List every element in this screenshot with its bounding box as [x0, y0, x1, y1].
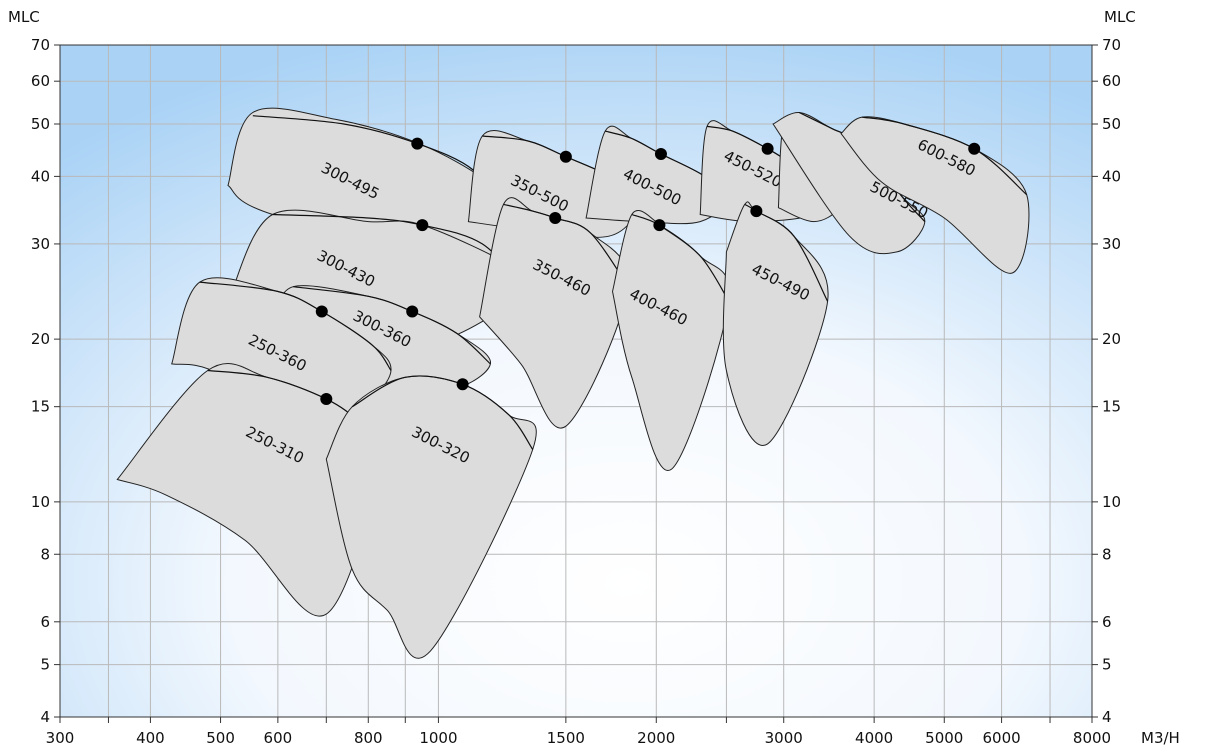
performance-curve [744, 203, 829, 302]
x-tick-label: 5000 [925, 729, 963, 747]
y-tick-label-left: 4 [40, 708, 50, 726]
y-tick-label-left: 70 [31, 36, 50, 54]
best-efficiency-point [406, 305, 419, 318]
best-efficiency-point [654, 148, 667, 161]
pump-model-250-310: 250-310 [116, 363, 386, 617]
x-tick-label: 1500 [547, 729, 585, 747]
y-tick-label-right: 40 [1102, 167, 1121, 185]
x-tick-label: 1000 [419, 729, 457, 747]
performance-curve [862, 116, 1028, 196]
x-tick-label: 4000 [855, 729, 893, 747]
y-tick-label-left: 10 [31, 493, 50, 511]
operating-region [840, 116, 1030, 274]
best-efficiency-point [761, 142, 774, 155]
best-efficiency-point [549, 212, 562, 225]
x-tick-label: 300 [46, 729, 75, 747]
y-tick-label-right: 5 [1102, 656, 1112, 674]
best-efficiency-point [315, 305, 328, 318]
y-tick-label-right: 15 [1102, 398, 1121, 416]
y-tick-label-right: 60 [1102, 72, 1121, 90]
y-tick-label-left: 40 [31, 167, 50, 185]
pump-model-400-460: 400-460 [611, 209, 731, 472]
x-tick-label: 600 [264, 729, 293, 747]
performance-curve [631, 213, 730, 302]
best-efficiency-point [559, 150, 572, 163]
axes: 300 400 500 600 800 1000 1500 2000 3000 4000 5000 6… [31, 36, 1121, 747]
x-tick-label: 2000 [637, 729, 675, 747]
y-axis-label-right: MLC [1104, 8, 1136, 26]
pump-model-300-320: 300-320 [325, 375, 537, 659]
y-tick-label-left: 30 [31, 235, 50, 253]
x-tick-label: 3000 [765, 729, 803, 747]
y-tick-label-right: 20 [1102, 330, 1121, 348]
y-tick-label-right: 4 [1102, 708, 1112, 726]
operating-region [479, 197, 630, 429]
plot-frame [59, 44, 1093, 718]
y-tick-label-right: 6 [1102, 613, 1112, 631]
x-tick-label: 400 [136, 729, 165, 747]
x-tick-label: 6000 [982, 729, 1020, 747]
best-efficiency-point [320, 392, 333, 405]
best-efficiency-point [653, 219, 666, 232]
pump-model-450-490: 450-490 [722, 201, 829, 446]
pump-model-350-460: 350-460 [479, 197, 630, 429]
best-efficiency-point [411, 137, 424, 150]
pump-model-400-500: 400-500 [585, 125, 731, 225]
operating-region [611, 209, 731, 472]
x-tick-label: 800 [354, 729, 383, 747]
best-efficiency-point [968, 142, 981, 155]
x-tick-label: 8000 [1073, 729, 1111, 747]
y-tick-label-left: 8 [40, 545, 50, 563]
y-tick-label-right: 10 [1102, 493, 1121, 511]
y-tick-label-right: 50 [1102, 115, 1121, 133]
y-tick-label-left: 15 [31, 398, 50, 416]
y-tick-label-left: 20 [31, 330, 50, 348]
best-efficiency-point [750, 205, 763, 218]
best-efficiency-point [416, 219, 429, 232]
y-tick-label-right: 8 [1102, 545, 1112, 563]
x-tick-label: 500 [206, 729, 235, 747]
y-axis-label-left: MLC [8, 8, 40, 26]
y-tick-label-left: 60 [31, 72, 50, 90]
x-axis-label: M3/H [1141, 729, 1180, 747]
y-tick-label-left: 6 [40, 613, 50, 631]
y-tick-label-right: 70 [1102, 36, 1121, 54]
y-tick-label-left: 5 [40, 656, 50, 674]
best-efficiency-point [456, 378, 469, 391]
y-tick-label-left: 50 [31, 115, 50, 133]
pump-model-600-580: 600-580 [840, 116, 1030, 274]
y-tick-label-right: 30 [1102, 235, 1121, 253]
